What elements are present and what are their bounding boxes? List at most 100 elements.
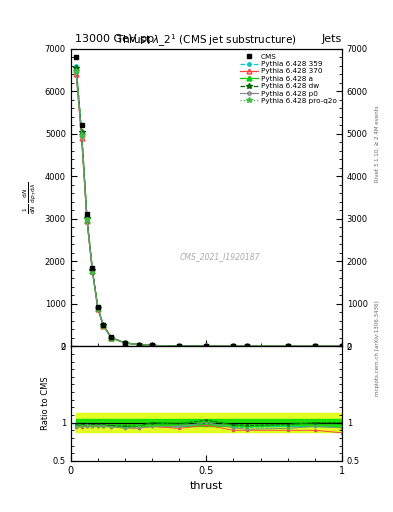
Pythia 6.428 p0 [204,343,209,349]
Pythia 6.428 dw [244,343,250,349]
Pythia 6.428 a [109,335,114,341]
Pythia 6.428 p0 [74,69,79,75]
Pythia 6.428 a [150,343,154,349]
Pythia 6.428 pro-q2o [79,132,84,138]
Pythia 6.428 a [101,323,106,329]
CMS [244,343,250,349]
Pythia 6.428 359 [204,343,209,349]
CMS [123,339,127,346]
Line: Pythia 6.428 370: Pythia 6.428 370 [74,72,344,349]
Pythia 6.428 370 [177,343,182,349]
Pythia 6.428 a [340,343,344,349]
Pythia 6.428 359 [95,305,100,311]
Pythia 6.428 370 [84,218,89,224]
CMS [285,343,290,349]
Pythia 6.428 pro-q2o [204,343,209,349]
Pythia 6.428 370 [74,71,79,77]
Pythia 6.428 p0 [95,305,100,311]
CMS [231,343,236,349]
Pythia 6.428 370 [231,343,236,349]
Pythia 6.428 dw [74,65,79,71]
Pythia 6.428 370 [285,343,290,349]
Pythia 6.428 359 [109,335,114,341]
Pythia 6.428 a [312,343,317,349]
CMS [340,343,344,349]
Pythia 6.428 pro-q2o [312,343,317,349]
Pythia 6.428 pro-q2o [109,335,114,341]
Text: CMS_2021_I1920187: CMS_2021_I1920187 [180,252,260,262]
Pythia 6.428 dw [79,129,84,135]
Pythia 6.428 p0 [244,343,250,349]
Pythia 6.428 pro-q2o [101,323,106,329]
CMS [177,343,182,349]
Pythia 6.428 p0 [312,343,317,349]
Pythia 6.428 dw [136,342,141,348]
Line: Pythia 6.428 359: Pythia 6.428 359 [74,64,343,348]
Pythia 6.428 p0 [150,343,154,349]
Pythia 6.428 359 [340,343,344,349]
Pythia 6.428 pro-q2o [90,268,95,274]
Pythia 6.428 p0 [285,343,290,349]
Pythia 6.428 370 [150,343,154,349]
CMS [79,122,84,128]
CMS [312,343,317,349]
Pythia 6.428 pro-q2o [74,68,79,74]
Pythia 6.428 370 [79,135,84,141]
CMS [204,343,209,349]
Pythia 6.428 370 [123,340,127,346]
X-axis label: thrust: thrust [190,481,223,491]
Pythia 6.428 pro-q2o [340,343,344,349]
Pythia 6.428 pro-q2o [177,343,182,349]
Pythia 6.428 p0 [123,340,127,346]
Pythia 6.428 359 [84,216,89,222]
Pythia 6.428 pro-q2o [84,216,89,222]
Text: mcplots.cern.ch [arXiv:1306.3436]: mcplots.cern.ch [arXiv:1306.3436] [375,301,380,396]
Y-axis label: Ratio to CMS: Ratio to CMS [41,377,50,431]
Text: 13000 GeV pp: 13000 GeV pp [75,33,154,44]
Text: Rivet 3.1.10, ≥ 2.4M events: Rivet 3.1.10, ≥ 2.4M events [375,105,380,182]
Pythia 6.428 359 [123,340,127,346]
Pythia 6.428 359 [244,343,250,349]
Pythia 6.428 359 [312,343,317,349]
Pythia 6.428 359 [177,343,182,349]
Pythia 6.428 370 [312,343,317,349]
Pythia 6.428 370 [136,342,141,348]
Pythia 6.428 359 [101,323,106,329]
CMS [74,54,79,60]
Line: Pythia 6.428 a: Pythia 6.428 a [74,68,344,349]
Line: Pythia 6.428 p0: Pythia 6.428 p0 [74,70,343,348]
Pythia 6.428 359 [74,62,79,69]
CMS [95,304,100,310]
Pythia 6.428 pro-q2o [95,305,100,311]
Pythia 6.428 dw [231,343,236,349]
CMS [150,343,154,349]
CMS [101,322,106,328]
Pythia 6.428 dw [95,305,100,311]
CMS [109,334,114,340]
Pythia 6.428 dw [340,343,344,349]
CMS [90,265,95,271]
CMS [84,211,89,218]
Pythia 6.428 p0 [231,343,236,349]
Pythia 6.428 dw [177,343,182,349]
Pythia 6.428 a [204,343,209,349]
Y-axis label: $\frac{1}{\mathrm{d}N}$ $\frac{\mathrm{d}N}{\mathrm{d}p_T \, \mathrm{d}\lambda}$: $\frac{1}{\mathrm{d}N}$ $\frac{\mathrm{d… [22,181,39,214]
Pythia 6.428 pro-q2o [150,343,154,349]
Pythia 6.428 a [95,305,100,311]
Line: CMS: CMS [74,55,344,349]
Pythia 6.428 pro-q2o [123,340,127,346]
Pythia 6.428 dw [312,343,317,349]
Pythia 6.428 370 [109,335,114,341]
Pythia 6.428 a [74,67,79,73]
Pythia 6.428 359 [285,343,290,349]
Pythia 6.428 p0 [90,268,95,274]
Pythia 6.428 a [90,268,95,274]
Pythia 6.428 370 [95,306,100,312]
Pythia 6.428 pro-q2o [231,343,236,349]
Pythia 6.428 dw [123,340,127,346]
Pythia 6.428 359 [79,131,84,137]
Pythia 6.428 p0 [177,343,182,349]
Pythia 6.428 370 [340,343,344,349]
Pythia 6.428 p0 [109,335,114,341]
Pythia 6.428 370 [90,268,95,274]
